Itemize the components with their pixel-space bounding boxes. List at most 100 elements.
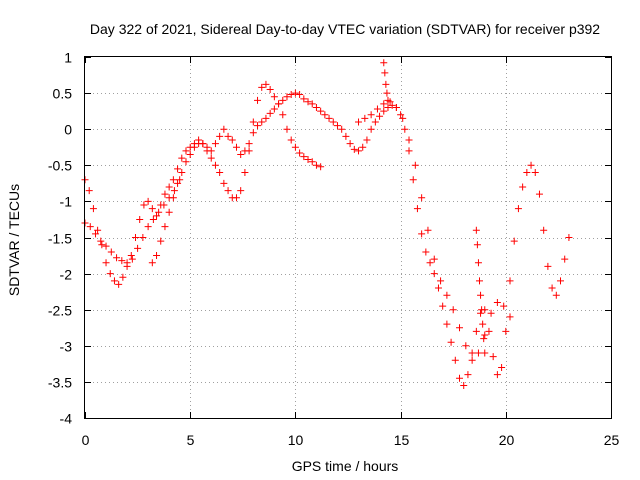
data-point bbox=[329, 118, 337, 126]
data-point bbox=[411, 161, 419, 169]
data-point bbox=[367, 111, 375, 119]
data-point bbox=[506, 277, 514, 285]
data-point bbox=[498, 363, 506, 371]
data-point bbox=[258, 118, 266, 126]
data-point bbox=[128, 255, 136, 263]
data-point bbox=[476, 277, 483, 285]
data-point bbox=[279, 111, 287, 119]
data-point bbox=[397, 111, 405, 119]
data-point bbox=[300, 153, 308, 161]
x-tick-label: 15 bbox=[394, 432, 410, 448]
data-point bbox=[381, 69, 389, 77]
data-point bbox=[468, 356, 476, 364]
data-point bbox=[275, 100, 283, 108]
data-point bbox=[107, 248, 115, 256]
data-point bbox=[266, 109, 274, 117]
data-point bbox=[249, 118, 257, 126]
data-point bbox=[178, 154, 186, 162]
data-point bbox=[291, 143, 299, 151]
data-point bbox=[489, 353, 497, 361]
x-tick-label: 10 bbox=[288, 432, 304, 448]
data-point bbox=[317, 107, 325, 115]
data-point bbox=[456, 324, 464, 332]
data-point bbox=[383, 89, 391, 97]
data-point bbox=[409, 176, 417, 184]
data-point bbox=[254, 122, 262, 130]
x-tick-label: 25 bbox=[604, 432, 620, 448]
data-point bbox=[371, 118, 379, 126]
data-point bbox=[220, 125, 228, 133]
data-point bbox=[169, 176, 177, 184]
data-point bbox=[474, 259, 482, 267]
data-point bbox=[481, 331, 489, 339]
data-point bbox=[462, 342, 470, 350]
x-tick-label: 5 bbox=[187, 432, 195, 448]
data-point bbox=[220, 179, 228, 187]
data-point bbox=[228, 136, 236, 144]
y-tick-label: -1 bbox=[60, 194, 73, 210]
data-point bbox=[308, 158, 316, 166]
data-point bbox=[149, 215, 157, 223]
data-point bbox=[296, 149, 304, 157]
x-tick-label: 20 bbox=[499, 432, 515, 448]
data-point bbox=[245, 140, 253, 148]
data-point bbox=[92, 230, 100, 238]
data-point bbox=[481, 349, 489, 357]
data-point bbox=[527, 161, 535, 169]
data-point bbox=[333, 122, 341, 130]
y-tick-label: -2 bbox=[60, 267, 73, 283]
data-point bbox=[113, 254, 121, 262]
data-point bbox=[418, 194, 426, 202]
data-point bbox=[472, 226, 480, 234]
data-point bbox=[224, 132, 232, 140]
data-point bbox=[477, 291, 485, 299]
data-point bbox=[413, 205, 421, 213]
data-point bbox=[174, 165, 182, 173]
data-point bbox=[279, 96, 287, 104]
data-point bbox=[479, 320, 487, 328]
data-point bbox=[338, 125, 346, 133]
data-point bbox=[131, 234, 139, 241]
data-point bbox=[176, 176, 184, 184]
data-point bbox=[565, 234, 573, 241]
data-point bbox=[447, 338, 455, 346]
data-point bbox=[355, 147, 363, 155]
data-point bbox=[237, 187, 245, 195]
data-point bbox=[136, 215, 144, 223]
data-point bbox=[203, 143, 211, 151]
data-point bbox=[312, 104, 320, 112]
data-point bbox=[86, 223, 94, 231]
data-point bbox=[241, 147, 249, 155]
data-point bbox=[350, 145, 358, 153]
data-point bbox=[153, 212, 161, 220]
data-point bbox=[478, 306, 486, 314]
data-point bbox=[258, 83, 266, 91]
data-point bbox=[296, 91, 304, 99]
data-point bbox=[359, 143, 367, 151]
data-point bbox=[312, 161, 320, 169]
data-point bbox=[510, 237, 518, 245]
data-point bbox=[304, 156, 312, 164]
data-point bbox=[211, 140, 219, 148]
data-point bbox=[241, 169, 249, 177]
data-point bbox=[472, 327, 480, 335]
data-point bbox=[493, 298, 501, 306]
data-point bbox=[388, 101, 396, 109]
data-point bbox=[199, 140, 207, 148]
data-point bbox=[211, 161, 219, 169]
data-point bbox=[361, 114, 369, 122]
data-point bbox=[232, 143, 240, 151]
data-point bbox=[456, 374, 464, 382]
data-point bbox=[449, 306, 457, 314]
y-tick-label: -0.5 bbox=[48, 158, 72, 174]
data-point bbox=[480, 335, 488, 343]
data-point bbox=[224, 187, 232, 195]
data-point bbox=[139, 234, 147, 241]
data-point bbox=[500, 302, 508, 310]
data-point bbox=[401, 125, 409, 133]
data-point bbox=[144, 223, 152, 231]
data-point bbox=[85, 187, 93, 195]
data-point bbox=[460, 382, 468, 390]
data-point bbox=[422, 248, 430, 256]
